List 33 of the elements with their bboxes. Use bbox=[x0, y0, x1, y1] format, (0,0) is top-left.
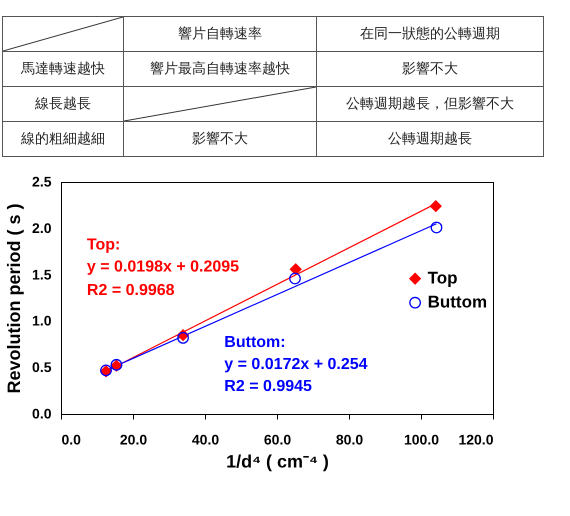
text: 影響不大 bbox=[192, 131, 248, 147]
text: 響片最高自轉速率越快 bbox=[150, 61, 290, 77]
y-axis-title: Revolution period ( s ) bbox=[4, 203, 24, 394]
y-tick-label: 1.5 bbox=[32, 266, 52, 282]
y-tick-label: 2.0 bbox=[32, 220, 52, 236]
annotation: y = 0.0172x + 0.254 bbox=[224, 356, 368, 374]
x-tick-label: 20.0 bbox=[120, 432, 148, 448]
legend-label: Top bbox=[428, 268, 458, 288]
y-tick-label: 0.0 bbox=[32, 406, 52, 422]
y-tick-label: 1.0 bbox=[32, 312, 52, 329]
x-tick-label: 60.0 bbox=[264, 432, 292, 448]
x-tick-label: 40.0 bbox=[192, 432, 220, 448]
x-tick-label: 100.0 bbox=[404, 432, 440, 448]
text: 響片自轉速率 bbox=[178, 26, 262, 42]
text: 線長越長 bbox=[35, 96, 91, 112]
annotation: Top: bbox=[86, 236, 120, 254]
text: 在同一狀態的公轉週期 bbox=[360, 26, 500, 42]
x-axis-title: 1/d⁴ ( cm⁻⁴ ) bbox=[226, 452, 329, 472]
x-tick-label: 0.0 bbox=[62, 432, 82, 448]
annotation: R2 = 0.9968 bbox=[86, 282, 175, 299]
text: 馬達轉速越快 bbox=[21, 61, 105, 77]
text: 影響不大 bbox=[402, 61, 458, 77]
annotation: y = 0.0198x + 0.2095 bbox=[86, 258, 240, 276]
text: 公轉週期越長 bbox=[388, 131, 472, 147]
x-tick-label: 80.0 bbox=[336, 432, 364, 448]
annotation: R2 = 0.9945 bbox=[224, 378, 312, 396]
annotation: Buttom: bbox=[224, 334, 286, 352]
text: 線的粗細越細 bbox=[21, 131, 105, 147]
legend-label: Buttom bbox=[428, 292, 488, 312]
x-tick-label: 120.0 bbox=[458, 432, 494, 448]
text: 公轉週期越長，但影響不大 bbox=[346, 96, 514, 112]
y-tick-label: 0.5 bbox=[32, 359, 52, 376]
y-tick-label: 2.5 bbox=[32, 174, 52, 190]
